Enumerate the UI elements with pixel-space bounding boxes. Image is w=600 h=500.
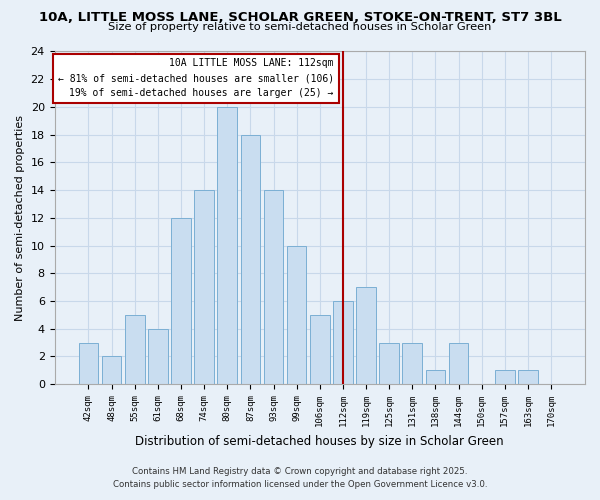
Bar (403, 342, 422, 384)
Bar (518, 370, 538, 384)
Bar (449, 342, 469, 384)
Bar (287, 246, 307, 384)
X-axis label: Distribution of semi-detached houses by size in Scholar Green: Distribution of semi-detached houses by … (136, 434, 504, 448)
Text: Size of property relative to semi-detached houses in Scholar Green: Size of property relative to semi-detach… (109, 22, 491, 32)
Bar (79, 342, 98, 384)
Bar (102, 356, 121, 384)
Bar (125, 315, 145, 384)
Bar (263, 190, 283, 384)
Text: Contains HM Land Registry data © Crown copyright and database right 2025.
Contai: Contains HM Land Registry data © Crown c… (113, 467, 487, 489)
Bar (333, 301, 353, 384)
Bar (495, 370, 515, 384)
Bar (241, 134, 260, 384)
Text: 10A LITTLE MOSS LANE: 112sqm
← 81% of semi-detached houses are smaller (106)
19%: 10A LITTLE MOSS LANE: 112sqm ← 81% of se… (58, 58, 334, 98)
Bar (310, 315, 329, 384)
Bar (148, 328, 167, 384)
Bar (379, 342, 399, 384)
Y-axis label: Number of semi-detached properties: Number of semi-detached properties (15, 115, 25, 321)
Text: 10A, LITTLE MOSS LANE, SCHOLAR GREEN, STOKE-ON-TRENT, ST7 3BL: 10A, LITTLE MOSS LANE, SCHOLAR GREEN, ST… (38, 11, 562, 24)
Bar (425, 370, 445, 384)
Bar (217, 107, 237, 384)
Bar (171, 218, 191, 384)
Bar (194, 190, 214, 384)
Bar (356, 287, 376, 384)
